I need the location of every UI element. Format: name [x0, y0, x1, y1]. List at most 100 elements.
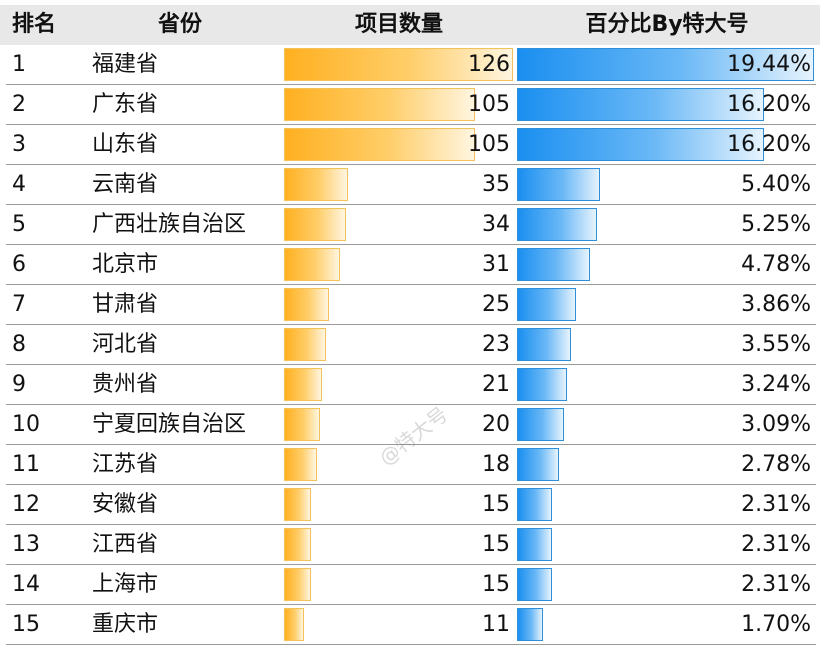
header-percentage: 百分比By特大号 [585, 12, 749, 37]
percentage-label: 4.78% [741, 252, 811, 277]
count-label: 18 [482, 452, 510, 477]
row-divider [6, 124, 816, 125]
province-cell: 云南省 [92, 172, 159, 197]
table-row: 10 宁夏回族自治区 20 3.09% [0, 405, 820, 445]
table-row: 7 甘肃省 25 3.86% [0, 285, 820, 325]
percentage-label: 5.40% [741, 172, 811, 197]
percentage-label: 3.55% [741, 332, 811, 357]
count-bar [284, 488, 311, 521]
percentage-label: 1.70% [741, 612, 811, 637]
percentage-bar [517, 248, 590, 281]
province-cell: 广西壮族自治区 [92, 212, 247, 237]
percentage-bar [517, 128, 764, 161]
count-bar [284, 328, 326, 361]
percentage-bar [517, 608, 543, 641]
table-row: 15 重庆市 11 1.70% [0, 605, 820, 645]
percentage-bar [517, 528, 552, 561]
row-divider [6, 204, 816, 205]
rank-cell: 2 [12, 92, 26, 117]
count-label: 21 [482, 372, 510, 397]
table-row: 9 贵州省 21 3.24% [0, 365, 820, 405]
percentage-bar [517, 288, 576, 321]
rank-cell: 8 [12, 332, 26, 357]
table-row: 6 北京市 31 4.78% [0, 245, 820, 285]
province-cell: 上海市 [92, 572, 159, 597]
count-bar [284, 368, 322, 401]
count-label: 23 [482, 332, 510, 357]
row-divider [6, 164, 816, 165]
province-cell: 安徽省 [92, 492, 159, 517]
count-bar [284, 208, 346, 241]
percentage-label: 3.09% [741, 412, 811, 437]
percentage-bar [517, 168, 600, 201]
percentage-bar [517, 568, 552, 601]
percentage-label: 2.31% [741, 492, 811, 517]
count-label: 20 [482, 412, 510, 437]
table-row: 4 云南省 35 5.40% [0, 165, 820, 205]
count-label: 15 [482, 492, 510, 517]
table-row: 13 江西省 15 2.31% [0, 525, 820, 565]
count-bar [284, 248, 340, 281]
count-label: 35 [482, 172, 510, 197]
province-cell: 广东省 [92, 92, 159, 117]
row-divider [6, 644, 816, 645]
percentage-bar [517, 408, 564, 441]
header-rank: 排名 [12, 12, 57, 37]
province-cell: 重庆市 [92, 612, 159, 637]
count-bar [284, 448, 317, 481]
province-cell: 北京市 [92, 252, 159, 277]
percentage-bar [517, 328, 571, 361]
percentage-label: 19.44% [727, 52, 811, 77]
percentage-bar [517, 488, 552, 521]
province-cell: 江苏省 [92, 452, 159, 477]
row-divider [6, 84, 816, 85]
header-count: 项目数量 [354, 12, 443, 37]
rank-cell: 7 [12, 292, 26, 317]
row-divider [6, 364, 816, 365]
row-divider [6, 484, 816, 485]
count-label: 25 [482, 292, 510, 317]
rank-cell: 15 [12, 612, 40, 637]
row-divider [6, 284, 816, 285]
count-bar [284, 408, 320, 441]
percentage-label: 16.20% [727, 92, 811, 117]
rank-cell: 13 [12, 532, 40, 557]
row-divider [6, 444, 816, 445]
percentage-label: 2.31% [741, 572, 811, 597]
percentage-label: 5.25% [741, 212, 811, 237]
province-cell: 宁夏回族自治区 [92, 412, 247, 437]
percentage-label: 2.78% [741, 452, 811, 477]
count-label: 126 [468, 52, 510, 77]
percentage-label: 3.24% [741, 372, 811, 397]
count-bar [284, 568, 311, 601]
table-row: 1 福建省 126 19.44% [0, 45, 820, 85]
rank-cell: 14 [12, 572, 40, 597]
row-divider [6, 604, 816, 605]
table-row: 2 广东省 105 16.20% [0, 85, 820, 125]
table-row: 12 安徽省 15 2.31% [0, 485, 820, 525]
rank-cell: 1 [12, 52, 26, 77]
table-header: 排名 省份 项目数量 百分比By特大号 [0, 5, 820, 45]
rank-cell: 3 [12, 132, 26, 157]
table-row: 14 上海市 15 2.31% [0, 565, 820, 605]
count-label: 105 [468, 132, 510, 157]
row-divider [6, 564, 816, 565]
rank-cell: 11 [12, 452, 40, 477]
percentage-bar [517, 448, 559, 481]
rank-cell: 4 [12, 172, 26, 197]
count-label: 15 [482, 532, 510, 557]
count-label: 11 [482, 612, 510, 637]
count-label: 105 [468, 92, 510, 117]
percentage-bar [517, 48, 814, 81]
row-divider [6, 404, 816, 405]
table-row: 5 广西壮族自治区 34 5.25% [0, 205, 820, 245]
count-bar [284, 168, 348, 201]
rank-cell: 6 [12, 252, 26, 277]
rank-cell: 5 [12, 212, 26, 237]
row-divider [6, 524, 816, 525]
count-label: 15 [482, 572, 510, 597]
province-cell: 江西省 [92, 532, 159, 557]
count-label: 31 [482, 252, 510, 277]
row-divider [6, 324, 816, 325]
